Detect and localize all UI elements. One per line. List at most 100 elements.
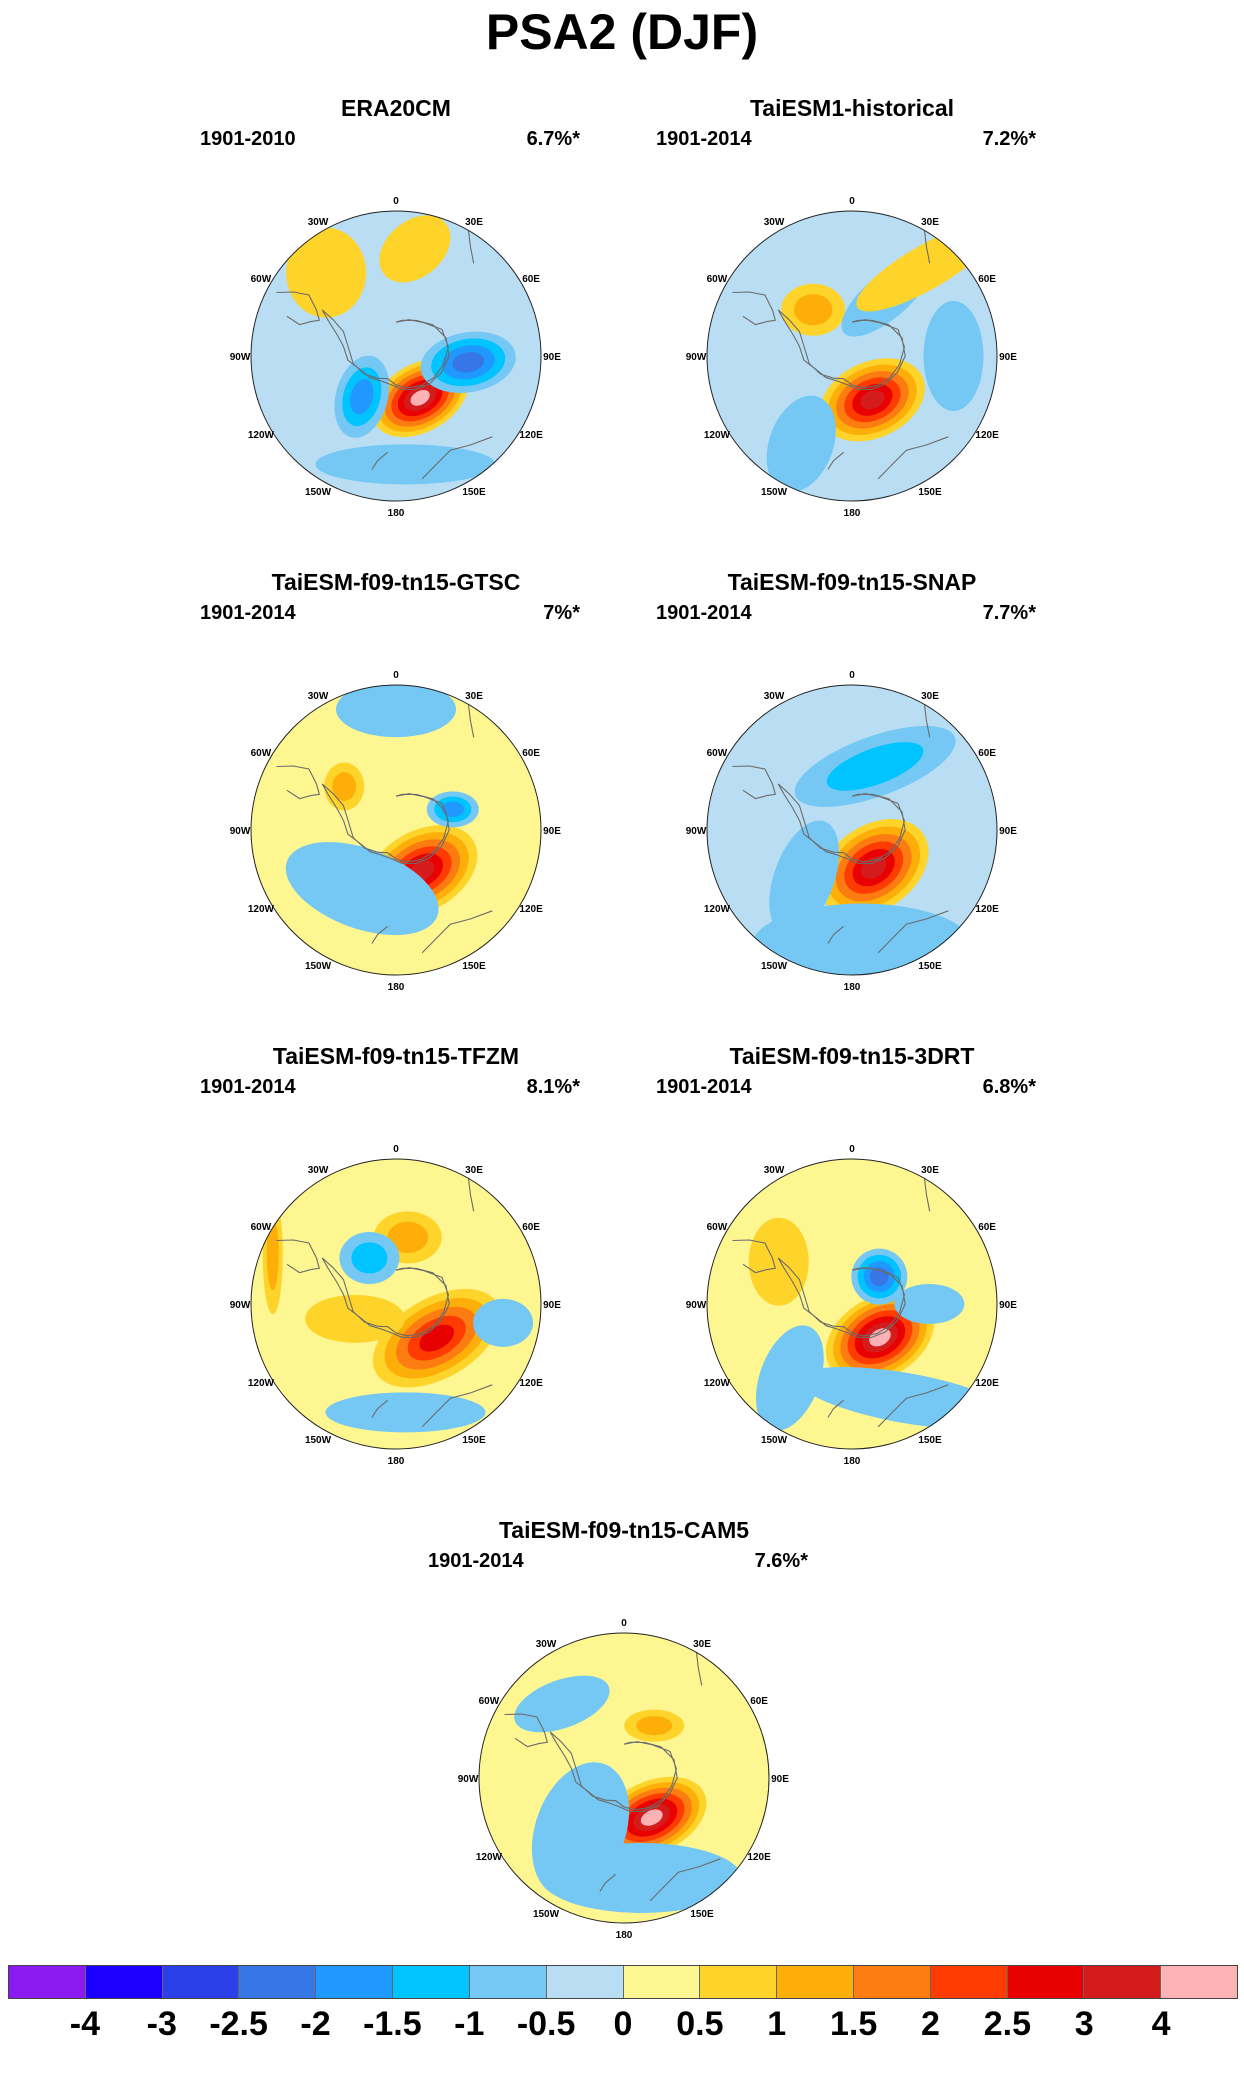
coastline bbox=[732, 1239, 776, 1274]
map-panel-era20cm: 0 30E 60E 90E 120E 150E 180 150W 120W 90W 60W 30W E… bbox=[196, 94, 596, 534]
map-panel-tfzm: 0 30E 60E 90E 120E 150E 180 150W 120W 90W 60W 30W T… bbox=[196, 1042, 596, 1482]
polar-map: 0 30E 60E 90E 120E 150E 180 150W 120W 90W 60W 30W bbox=[230, 196, 562, 519]
longitude-label: 30W bbox=[308, 217, 329, 228]
longitude-label: 60E bbox=[522, 748, 540, 759]
longitude-label: 30E bbox=[921, 1165, 939, 1176]
coastline bbox=[827, 1399, 844, 1418]
map-boundary bbox=[478, 1632, 770, 1924]
anomaly-contour bbox=[826, 742, 924, 791]
colorbar-tick-label: -3 bbox=[146, 2005, 177, 2043]
coastline bbox=[695, 1652, 703, 1686]
longitude-label: 90E bbox=[771, 1774, 789, 1785]
longitude-label: 150E bbox=[462, 961, 486, 972]
panel-period: 1901-2014 bbox=[656, 1076, 752, 1098]
coastline bbox=[321, 1257, 450, 1339]
colorbar-swatch bbox=[546, 1966, 624, 1998]
panel-title: TaiESM-f09-tn15-SNAP bbox=[727, 569, 977, 595]
colorbar-swatch bbox=[700, 1966, 778, 1998]
coastline bbox=[421, 436, 493, 480]
polar-map: 0 30E 60E 90E 120E 150E 180 150W 120W 90W 60W 30W bbox=[458, 1618, 790, 1941]
panel-explained-variance: 7.7%* bbox=[982, 602, 1036, 624]
longitude-label: 60W bbox=[707, 748, 728, 759]
coastline bbox=[732, 291, 776, 326]
panel-period: 1901-2014 bbox=[656, 602, 752, 624]
longitude-label: 180 bbox=[388, 982, 405, 993]
map-boundary bbox=[706, 684, 998, 976]
longitude-label: 60E bbox=[978, 748, 996, 759]
map-panel-3drt: 0 30E 60E 90E 120E 150E 180 150W 120W 90W 60W 30W T… bbox=[652, 1042, 1052, 1482]
polar-map: 0 30E 60E 90E 120E 150E 180 150W 120W 90W 60W 30W bbox=[686, 196, 1018, 519]
longitude-label: 60E bbox=[522, 1222, 540, 1233]
coastline bbox=[649, 1858, 721, 1902]
longitude-label: 30E bbox=[693, 1639, 711, 1650]
longitude-label: 60E bbox=[750, 1696, 768, 1707]
panel-title: TaiESM-f09-tn15-3DRT bbox=[729, 1043, 975, 1069]
longitude-label: 90E bbox=[543, 826, 561, 837]
colorbar-swatch bbox=[1161, 1966, 1237, 1998]
panel-explained-variance: 7%* bbox=[543, 602, 580, 624]
anomaly-contour bbox=[305, 1294, 406, 1343]
longitude-label: 150E bbox=[918, 1435, 942, 1446]
panel-period: 1901-2014 bbox=[656, 128, 752, 150]
anomaly-contour bbox=[410, 390, 430, 406]
longitude-label: 60W bbox=[707, 1222, 728, 1233]
anomaly-contour bbox=[860, 390, 885, 410]
colorbar-tick-label: -4 bbox=[69, 2005, 100, 2043]
anomaly-contour bbox=[473, 1298, 534, 1347]
longitude-label: 120E bbox=[975, 1378, 999, 1389]
longitude-label: 120E bbox=[975, 430, 999, 441]
longitude-label: 30E bbox=[921, 217, 939, 228]
longitude-label: 120E bbox=[519, 430, 543, 441]
coastline bbox=[276, 765, 320, 800]
coastline bbox=[371, 1399, 388, 1418]
longitude-label: 30W bbox=[308, 1165, 329, 1176]
longitude-label: 30E bbox=[921, 691, 939, 702]
longitude-label: 120E bbox=[975, 904, 999, 915]
colorbar-tick-label: -2 bbox=[300, 2005, 331, 2043]
longitude-label: 0 bbox=[849, 1144, 855, 1155]
longitude-label: 150E bbox=[462, 1435, 486, 1446]
anomaly-contour bbox=[793, 294, 833, 326]
anomaly-contour bbox=[315, 444, 496, 485]
longitude-label: 180 bbox=[616, 1930, 633, 1941]
colorbar bbox=[8, 1965, 1238, 1999]
colorbar-swatch bbox=[777, 1966, 854, 1998]
polar-map: 0 30E 60E 90E 120E 150E 180 150W 120W 90W 60W 30W bbox=[686, 1144, 1018, 1467]
coastline bbox=[467, 1178, 475, 1212]
longitude-label: 150W bbox=[533, 1909, 560, 1920]
colorbar-tick-label: 2 bbox=[921, 2005, 940, 2043]
map-panel-gtsc: 0 30E 60E 90E 120E 150E 180 150W 120W 90W 60W 30W T… bbox=[196, 568, 596, 1008]
coastline bbox=[504, 1713, 548, 1748]
panel-explained-variance: 7.2%* bbox=[982, 128, 1036, 150]
panel-title: TaiESM-f09-tn15-TFZM bbox=[272, 1043, 520, 1069]
colorbar-swatch bbox=[623, 1966, 701, 1998]
longitude-label: 60E bbox=[978, 1222, 996, 1233]
longitude-label: 0 bbox=[393, 670, 399, 681]
coastline bbox=[321, 783, 450, 865]
longitude-label: 90E bbox=[999, 1300, 1017, 1311]
anomaly-contour bbox=[640, 1809, 663, 1826]
anomaly-region bbox=[251, 1159, 541, 1449]
coastline bbox=[923, 230, 931, 264]
panel-period: 1901-2010 bbox=[200, 128, 296, 150]
map-boundary bbox=[706, 210, 998, 502]
anomaly-contour bbox=[769, 820, 840, 936]
map-boundary bbox=[250, 684, 542, 976]
longitude-label: 0 bbox=[621, 1618, 627, 1629]
panel-title: TaiESM-f09-tn15-CAM5 bbox=[498, 1517, 750, 1543]
longitude-label: 150W bbox=[305, 487, 332, 498]
longitude-label: 60W bbox=[251, 274, 272, 285]
coastline bbox=[923, 1178, 931, 1212]
longitude-label: 180 bbox=[844, 982, 861, 993]
map-boundary bbox=[706, 1158, 998, 1450]
coastline bbox=[777, 783, 906, 865]
panel-title: ERA20CM bbox=[341, 95, 451, 121]
anomaly-contour bbox=[332, 772, 357, 801]
map-panel-taiesm1-historical: 0 30E 60E 90E 120E 150E 180 150W 120W 90W 60W 30W T… bbox=[652, 94, 1052, 534]
coastline bbox=[549, 1731, 678, 1813]
anomaly-contour bbox=[441, 801, 464, 818]
longitude-label: 180 bbox=[388, 508, 405, 519]
longitude-label: 90W bbox=[230, 1300, 251, 1311]
coastline bbox=[599, 1873, 616, 1892]
longitude-label: 60W bbox=[251, 1222, 272, 1233]
